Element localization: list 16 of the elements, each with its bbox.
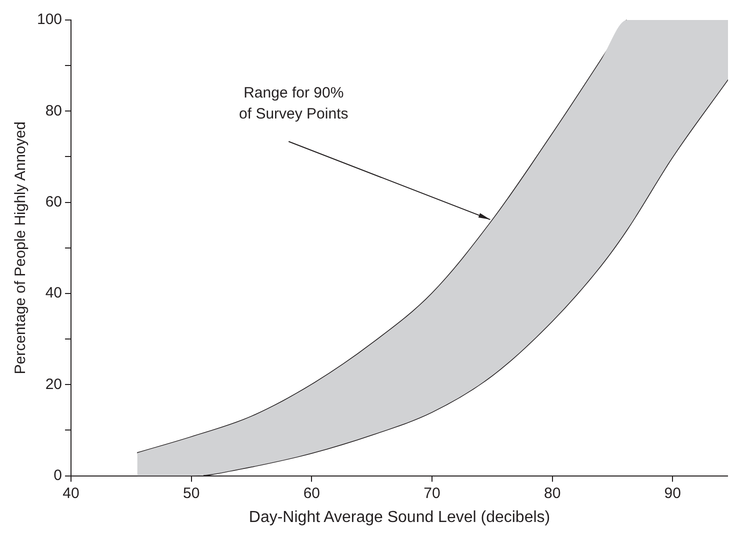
x-tick-label: 80 [544, 484, 561, 502]
x-tick-label: 70 [424, 484, 440, 502]
annotation: Range for 90% of Survey Points [239, 84, 348, 122]
x-tick-label: 60 [303, 484, 320, 502]
x-tick-label: 50 [183, 484, 200, 502]
y-tick-label: 80 [45, 102, 62, 120]
y-tick-label: 60 [45, 193, 62, 210]
x-tick-label: 90 [664, 484, 681, 502]
y-axis-title: Percentage of People Highly Annoyed [12, 122, 30, 374]
x-tick-label: 40 [62, 484, 80, 502]
y-tick-label: 0 [54, 466, 62, 484]
line-series [136, 19, 628, 454]
y-tick-label: 40 [45, 284, 62, 302]
x-axis-title: Day-Night Average Sound Level (decibels) [248, 508, 550, 526]
y-tick-label: 100 [36, 11, 62, 28]
y-tick-label: 20 [45, 376, 62, 393]
